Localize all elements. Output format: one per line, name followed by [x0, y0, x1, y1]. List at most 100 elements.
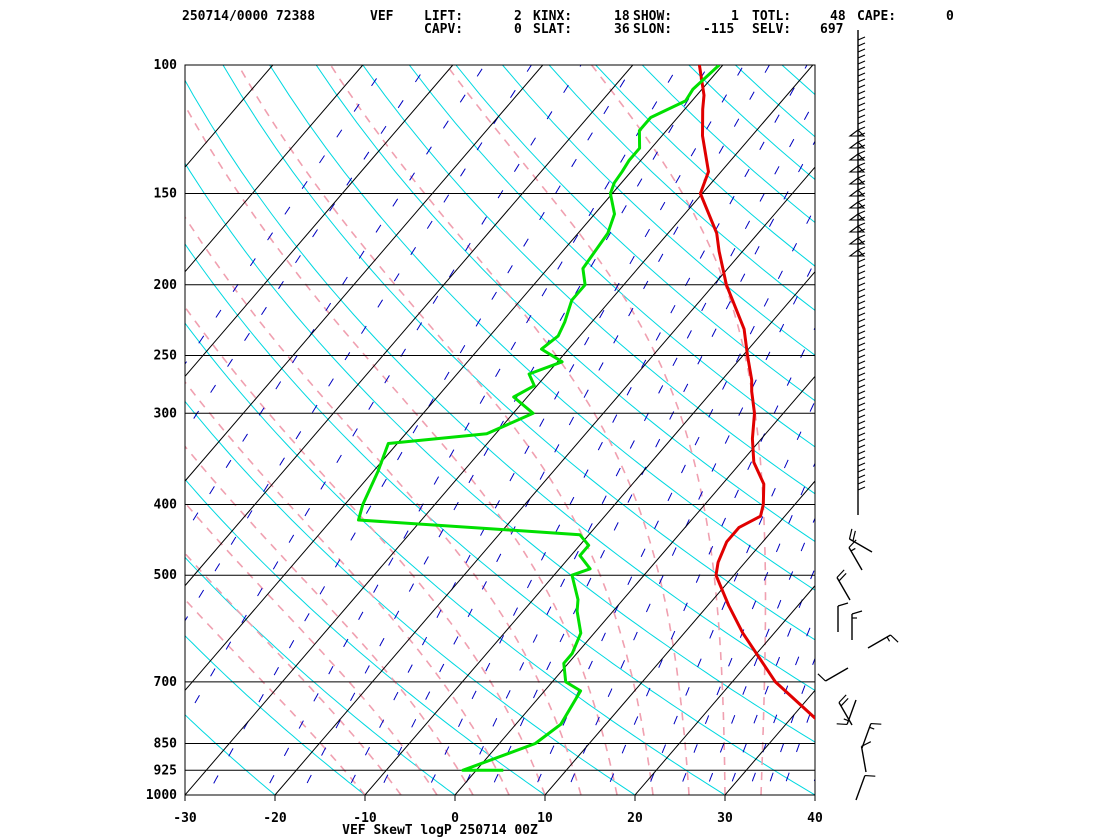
- wind-barb: [857, 354, 866, 359]
- wind-barb: [848, 177, 866, 185]
- temperature-tick-label: 10: [537, 811, 553, 826]
- pressure-tick-label: 100: [154, 58, 178, 73]
- wind-barb: [857, 420, 866, 425]
- wind-barb: [857, 426, 866, 431]
- pressure-tick-label: 1000: [146, 788, 177, 803]
- wind-barb: [857, 306, 866, 311]
- mixing-ratio-line: [746, 613, 815, 795]
- mixing-ratio-line: [185, 65, 532, 622]
- wind-barb: [857, 414, 866, 419]
- wind-barb: [867, 634, 899, 649]
- wind-barb: [857, 336, 866, 341]
- mixing-ratio-line: [262, 65, 680, 795]
- dry-adiabat: [781, 65, 815, 96]
- isotherm: [274, 166, 815, 795]
- header-field: 36: [614, 22, 630, 37]
- wind-barb: [836, 569, 851, 601]
- header-field: TOTL:: [752, 9, 792, 24]
- wind-barb: [857, 258, 866, 263]
- header-row-1: 250714/0000 72388 VEF LIFT: 2 KINX: 18 SHOW: 1 T…: [0, 10, 1120, 24]
- isotherm: [0, 65, 3, 795]
- wind-barb: [848, 153, 866, 161]
- mixing-ratio-line: [676, 462, 815, 795]
- temperature-tick-label: -20: [263, 811, 287, 826]
- header-field: 0: [946, 9, 954, 24]
- wind-barb: [857, 108, 866, 113]
- isotherm: [814, 794, 815, 795]
- wind-barb: [848, 249, 866, 257]
- moist-adiabat: [185, 552, 402, 795]
- mixing-ratio-line: [726, 567, 815, 795]
- wind-barb: [848, 528, 873, 553]
- isotherm: [185, 65, 724, 692]
- isotherm: [185, 65, 454, 378]
- wind-barb: [857, 210, 866, 215]
- dry-adiabat: [185, 556, 456, 795]
- temperature-tick-label: 30: [717, 811, 733, 826]
- wind-barb: [857, 402, 866, 407]
- isotherm: [364, 270, 815, 795]
- dry-adiabat: [362, 65, 815, 495]
- mixing-ratio-line: [703, 517, 815, 795]
- pressure-tick-label: 250: [154, 348, 178, 363]
- wind-barb: [857, 474, 866, 479]
- wind-barb: [857, 126, 866, 131]
- wind-barb: [861, 722, 882, 749]
- header-field: SLON:: [633, 22, 673, 37]
- dry-adiabat: [185, 400, 636, 795]
- wind-barb: [857, 390, 866, 395]
- dry-adiabat: [185, 478, 546, 795]
- wind-barb: [857, 456, 866, 461]
- dry-adiabat: [548, 65, 815, 312]
- wind-barb: [857, 78, 866, 83]
- mixing-ratio-line: [185, 65, 387, 365]
- temperature-tick-label: 20: [627, 811, 643, 826]
- dry-adiabat: [734, 65, 815, 138]
- mixing-ratio-line: [206, 65, 635, 795]
- wind-barb: [857, 366, 866, 371]
- wind-barb: [857, 66, 866, 71]
- wind-barb: [857, 48, 866, 53]
- wind-barb: [857, 342, 866, 347]
- header-field: SHOW:: [633, 9, 673, 24]
- plot-frame: [184, 64, 816, 801]
- wind-barb: [857, 462, 866, 467]
- temperature-tick-label: -10: [353, 811, 377, 826]
- wind-barb: [857, 42, 866, 47]
- wind-barb: [857, 246, 866, 251]
- dry-adiabat: [641, 65, 815, 224]
- wind-barb: [857, 282, 866, 287]
- temperature-tick-label: 0: [451, 811, 459, 826]
- wind-barb: [857, 480, 866, 485]
- chart-title: VEF SkewT logP 250714 00Z: [342, 823, 538, 838]
- dry-adiabat: [222, 65, 815, 641]
- pressure-tick-label: 300: [154, 406, 178, 421]
- mixing-ratio-line: [185, 65, 582, 722]
- wind-barb: [857, 324, 866, 329]
- wind-barb: [857, 486, 866, 491]
- wind-barb: [838, 694, 853, 726]
- wind-barbs: [817, 30, 899, 801]
- wind-barb: [857, 102, 866, 107]
- wind-barb: [857, 450, 866, 455]
- dry-adiabat: [501, 65, 815, 356]
- wind-barb: [848, 225, 866, 233]
- dry-adiabat: [595, 65, 815, 267]
- wind-barb: [857, 444, 866, 449]
- mixing-ratio-line: [185, 65, 486, 535]
- header-field: 697: [820, 22, 844, 37]
- mixing-ratio-line: [344, 65, 745, 795]
- wind-barb: [848, 213, 866, 221]
- wind-barb: [857, 378, 866, 383]
- plot-border: [184, 64, 816, 796]
- mixing-ratio-line: [764, 657, 815, 795]
- moist-adiabat: [185, 305, 546, 795]
- pressure-tick-label: 150: [154, 187, 178, 202]
- header-field: VEF: [370, 9, 394, 24]
- pressure-tick-label: 850: [154, 736, 178, 751]
- wind-barb: [857, 60, 866, 65]
- wind-barb: [848, 201, 866, 209]
- header-field: 1: [731, 9, 739, 24]
- wind-barb: [857, 294, 866, 299]
